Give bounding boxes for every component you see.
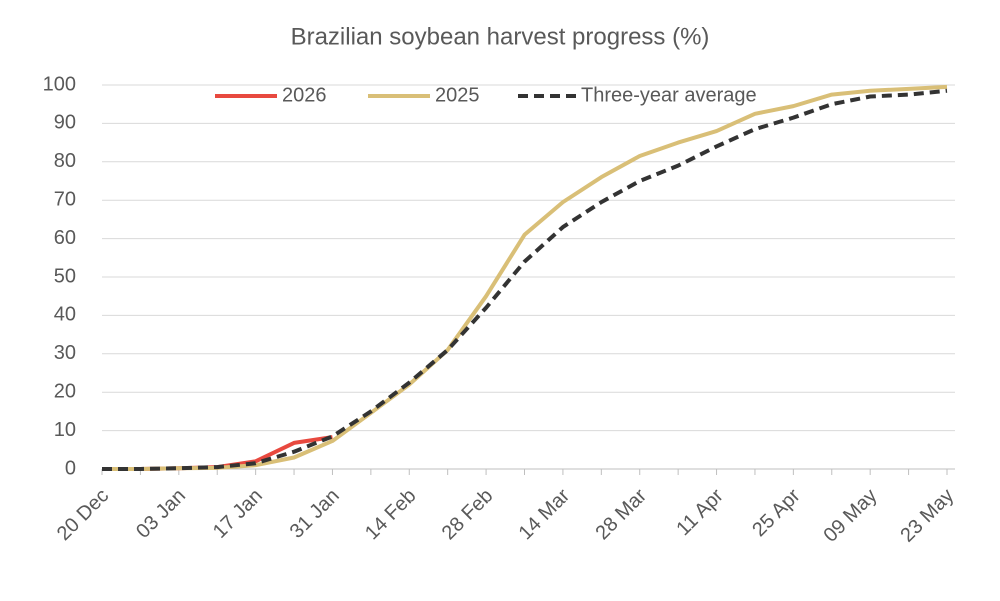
legend-label: 2026 [282, 84, 327, 106]
x-tick-label: 09 May [820, 485, 882, 547]
x-tick-label: 25 Apr [748, 484, 805, 541]
y-tick-label: 50 [54, 265, 76, 287]
x-tick-label: 20 Dec [53, 485, 113, 545]
y-tick-label: 10 [54, 419, 76, 441]
x-tick-label: 28 Mar [591, 484, 651, 544]
x-tick-label: 03 Jan [132, 485, 190, 543]
y-tick-label: 40 [54, 304, 76, 326]
series-line [102, 435, 333, 471]
y-tick-label: 100 [43, 73, 76, 95]
x-tick-label: 23 May [896, 485, 958, 547]
series-line [102, 88, 948, 471]
x-tick-label: 14 Feb [361, 485, 421, 545]
legend-label: 2025 [435, 84, 480, 106]
y-tick-label: 0 [65, 457, 76, 479]
x-tick-label: 17 Jan [209, 485, 267, 543]
y-tick-label: 60 [54, 227, 76, 249]
x-tick-label: 31 Jan [286, 485, 344, 543]
y-tick-label: 30 [54, 342, 76, 364]
y-tick-label: 90 [54, 112, 76, 134]
legend-label: Three-year average [581, 84, 757, 106]
x-tick-label: 14 Mar [515, 484, 575, 544]
x-tick-label: 28 Feb [438, 485, 498, 545]
series-line [102, 84, 948, 471]
y-tick-label: 20 [54, 380, 76, 402]
y-tick-label: 70 [54, 188, 76, 210]
chart-title: Brazilian soybean harvest progress (%) [291, 23, 710, 50]
x-tick-label: 11 Apr [672, 484, 728, 540]
y-tick-label: 80 [54, 150, 76, 172]
